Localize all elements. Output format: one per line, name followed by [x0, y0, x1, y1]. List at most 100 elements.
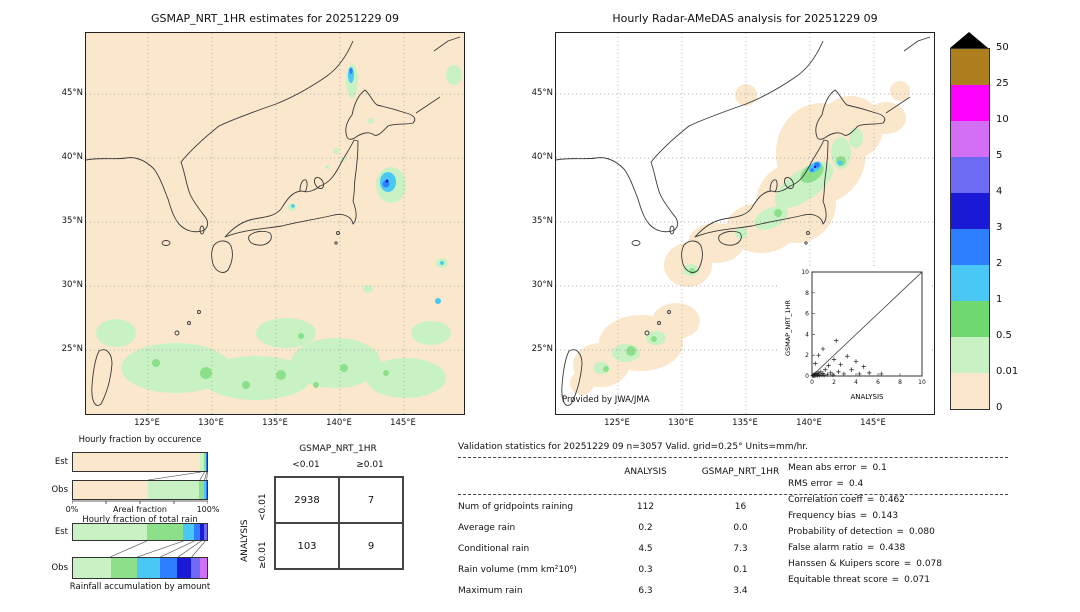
validation-col-analysis: ANALYSIS — [624, 467, 667, 477]
contingency-cell: 7 — [339, 477, 403, 523]
inset-y-tick: 8 — [805, 290, 809, 297]
lat-tick: 25°N — [61, 344, 83, 354]
bar-segment — [148, 481, 199, 499]
validation-row: Rain volume (mm km²10⁶) 0.3 0.1 — [458, 559, 798, 580]
scatter-point — [821, 373, 827, 378]
score-list: Mean abs error = 0.1 RMS error = 0.4 Correla… — [788, 460, 942, 588]
scatter-point — [828, 370, 833, 376]
lon-tick: 145°E — [860, 418, 886, 428]
scatter-point — [825, 372, 830, 377]
lat-tick: 45°N — [531, 88, 553, 98]
inset-xlabel: ANALYSIS — [850, 393, 884, 401]
scatter-point — [826, 363, 831, 368]
score-value: 0.4 — [848, 479, 864, 489]
contingency-cell: 2938 — [275, 477, 339, 523]
stat-analysis-value: 0.2 — [638, 522, 653, 533]
lat-tick: 40°N — [531, 152, 553, 162]
colorbar-segment — [951, 85, 989, 121]
inset-y-tick: 6 — [805, 311, 809, 318]
scatter-point — [813, 361, 818, 366]
left-map-title: GSMAP_NRT_1HR estimates for 20251229 09 — [150, 12, 400, 25]
validation-col-gsmap: GSMAP_NRT_1HR — [701, 467, 780, 477]
lon-tick: 140°E — [326, 418, 352, 428]
lon-tick: 130°E — [198, 418, 224, 428]
equals-sign: = — [866, 543, 875, 553]
bar-segment — [146, 524, 183, 540]
occurrence-fan — [148, 472, 208, 480]
score-row: Equitable threat score = 0.071 — [788, 572, 942, 588]
colorbar — [950, 48, 990, 410]
equals-sign: = — [866, 495, 875, 505]
contingency-cell: 103 — [275, 523, 339, 569]
inset-ylabel: GSMAP_NRT_1HR — [784, 299, 792, 356]
total-rain-title: Hourly fraction of total rain — [82, 515, 198, 525]
scatter-point — [820, 371, 826, 376]
score-label: Correlation coeff — [788, 495, 863, 505]
total-rain-obs-bar — [72, 557, 208, 579]
bar-segment — [73, 524, 147, 540]
score-row: Hanssen & Kuipers score = 0.078 — [788, 556, 942, 572]
occurrence-title: Hourly fraction by occurence — [78, 435, 202, 445]
stat-gsmap-value: 7.3 — [733, 543, 748, 554]
bar-segment — [190, 558, 201, 578]
scatter-point — [861, 364, 866, 369]
lat-tick: 25°N — [531, 344, 553, 354]
contingency-cell: 9 — [339, 523, 403, 569]
right-map-canvas — [556, 33, 934, 414]
areal-axis-max: 100% — [196, 505, 220, 514]
colorbar-tick-label: 2 — [996, 258, 1003, 269]
fan-line — [137, 541, 184, 557]
score-label: Frequency bias — [788, 511, 856, 521]
stat-analysis-value: 4.5 — [638, 543, 653, 554]
scatter-point — [834, 338, 839, 343]
inset-y-tick: 10 — [801, 269, 809, 276]
score-label: False alarm ratio — [788, 543, 863, 553]
score-row: Correlation coeff = 0.462 — [788, 492, 942, 508]
scatter-point — [853, 359, 859, 364]
bar-segment — [73, 481, 149, 499]
right-map: Provided by JWA/JMA 0 0 2 2 4 4 6 6 8 8 10 10 ANALY… — [555, 32, 935, 415]
contingency-row-label: <0.01 — [258, 493, 268, 521]
score-label: Equitable threat score — [788, 575, 888, 585]
stat-analysis-value: 112 — [636, 501, 655, 512]
total-rain-est-bar — [72, 523, 208, 541]
stat-analysis-value: 6.3 — [638, 585, 653, 596]
colorbar-segment — [951, 301, 989, 337]
inset-x-tick: 0 — [810, 379, 814, 386]
contingency-col-group: GSMAP_NRT_1HR — [299, 444, 377, 454]
bar-segment — [203, 453, 206, 471]
bar-segment — [205, 453, 207, 471]
stat-label: Num of gridpoints raining — [458, 501, 574, 512]
validation-rows: Num of gridpoints raining 112 16 Average… — [458, 496, 798, 601]
colorbar-segment — [951, 193, 989, 229]
divider-dashed — [458, 494, 1008, 495]
colorbar-segment — [951, 157, 989, 193]
colorbar-tick-label: 0.01 — [996, 366, 1019, 377]
bar-segment — [200, 524, 205, 540]
stat-gsmap-value: 3.4 — [733, 585, 748, 596]
scatter-point — [830, 372, 836, 378]
scatter-point — [857, 371, 862, 377]
lat-tick: 45°N — [61, 88, 83, 98]
lat-tick: 35°N — [531, 216, 553, 226]
colorbar-segment — [951, 337, 989, 373]
scatter-point — [820, 346, 826, 352]
score-label: Probability of detection — [788, 527, 893, 537]
total-rain-fan — [109, 541, 206, 557]
bar-segment — [205, 481, 207, 499]
right-map-title: Hourly Radar-AMeDAS analysis for 2025122… — [612, 12, 878, 25]
colorbar-tick-label: 50 — [996, 42, 1009, 53]
scatter-point — [823, 367, 828, 372]
left-precip-overlay — [96, 64, 462, 400]
areal-axis-min: 0% — [65, 505, 79, 514]
scatter-point — [867, 370, 872, 376]
score-value: 0.462 — [879, 495, 905, 505]
validation-row: Maximum rain 6.3 3.4 — [458, 580, 798, 601]
inset-scatter: 0 0 2 2 4 4 6 6 8 8 10 10 ANALYSIS GSMAP_NRT_1HR — [778, 266, 930, 412]
right-precip-overlay — [570, 81, 910, 395]
colorbar-tick-label: 4 — [996, 186, 1003, 197]
areal-axis-label: Areal fraction — [113, 505, 167, 514]
equals-sign: = — [903, 559, 912, 569]
colorbar-tick-label: 10 — [996, 114, 1009, 125]
bar-segment — [110, 558, 138, 578]
